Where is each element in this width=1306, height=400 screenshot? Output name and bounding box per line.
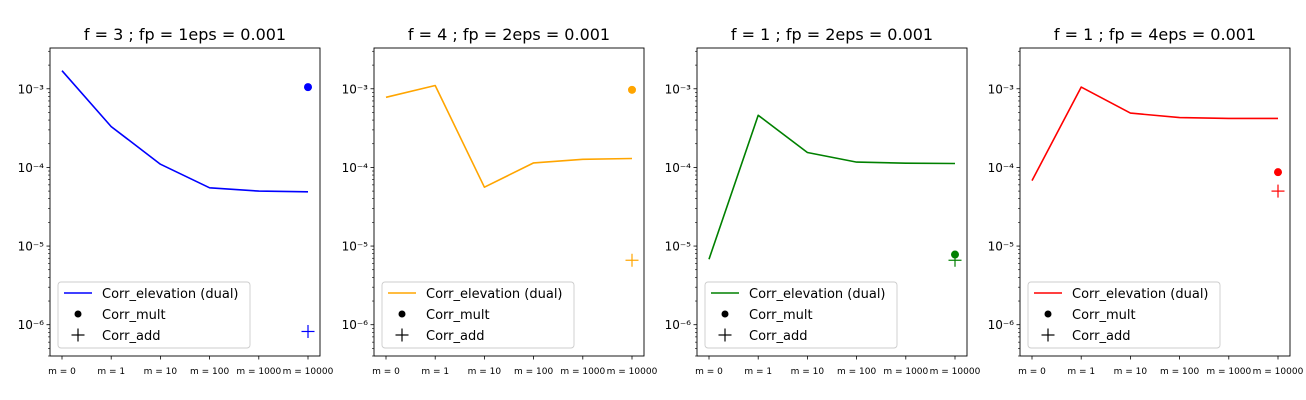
legend-label-line: Corr_elevation (dual)	[749, 287, 886, 302]
legend-mult-swatch	[398, 310, 406, 318]
legend: Corr_elevation (dual) Corr_mult Corr_add	[704, 281, 898, 349]
x-tick-label: m = 10000	[607, 367, 658, 377]
legend: Corr_elevation (dual) Corr_mult Corr_add	[381, 281, 575, 349]
y-tick-label: 10⁻³	[342, 82, 369, 96]
legend-box	[704, 281, 898, 349]
y-tick-label: 10⁻³	[18, 82, 45, 96]
y-tick-label: 10⁻⁴	[665, 161, 692, 175]
legend-box	[381, 281, 575, 349]
chart-title: f = 1 ; fp = 2eps = 0.001	[731, 25, 933, 44]
legend-mult-swatch	[74, 310, 82, 318]
x-tick-label: m = 1000	[883, 367, 928, 377]
legend-label-line: Corr_elevation (dual)	[426, 287, 563, 302]
y-tick-label: 10⁻⁴	[988, 161, 1015, 175]
x-tick-label: m = 100	[1160, 367, 1199, 377]
legend-label-add: Corr_add	[749, 329, 807, 344]
legend-label-add: Corr_add	[102, 329, 160, 344]
legend-label-add: Corr_add	[1072, 329, 1130, 344]
corr-add-point	[301, 324, 315, 338]
axes-frame	[1019, 47, 1291, 357]
axes-frame	[49, 47, 321, 357]
corr-add-point	[1271, 184, 1285, 198]
axes-frame	[373, 47, 645, 357]
chart-title: f = 4 ; fp = 2eps = 0.001	[408, 25, 610, 44]
x-tick-label: m = 0	[695, 367, 723, 377]
x-tick-label: m = 10	[1114, 367, 1148, 377]
corr-mult-point	[304, 83, 312, 92]
panel-1: f = 3 ; fp = 1eps = 0.001 10⁻³ 10⁻⁴ 10⁻⁵ 10⁻…	[18, 25, 334, 377]
panel-2: f = 4 ; fp = 2eps = 0.001 10⁻³ 10⁻⁴ 10⁻⁵ 10⁻…	[342, 25, 658, 377]
x-tick-label: m = 10000	[1253, 367, 1304, 377]
x-tick-label: m = 100	[190, 367, 229, 377]
chart-title: f = 1 ; fp = 4eps = 0.001	[1054, 25, 1256, 44]
legend-box	[57, 281, 251, 349]
x-tick-label: m = 1000	[560, 367, 605, 377]
x-tick-label: m = 10	[144, 367, 178, 377]
legend-label-mult: Corr_mult	[102, 308, 166, 323]
y-tick-label: 10⁻⁵	[18, 240, 45, 254]
x-tick-label: m = 0	[1018, 367, 1046, 377]
corr-add-point	[948, 253, 962, 267]
series-line	[385, 84, 633, 188]
x-tick-label: m = 10000	[283, 367, 334, 377]
chart-title: f = 3 ; fp = 1eps = 0.001	[84, 25, 286, 44]
legend-label-mult: Corr_mult	[1072, 308, 1136, 323]
y-tick-label: 10⁻⁶	[988, 318, 1015, 332]
x-tick-label: m = 1	[421, 367, 449, 377]
legend-label-mult: Corr_mult	[749, 308, 813, 323]
x-tick-label: m = 1000	[236, 367, 281, 377]
y-tick-label: 10⁻⁵	[665, 240, 692, 254]
y-tick-label: 10⁻⁵	[342, 240, 369, 254]
y-tick-label: 10⁻⁴	[18, 161, 45, 175]
x-tick-label: m = 1	[1067, 367, 1095, 377]
legend-mult-swatch	[1044, 310, 1052, 318]
legend-label-line: Corr_elevation (dual)	[102, 287, 239, 302]
x-tick-label: m = 10	[791, 367, 825, 377]
legend: Corr_elevation (dual) Corr_mult Corr_add	[57, 281, 251, 349]
y-tick-label: 10⁻³	[988, 82, 1015, 96]
legend: Corr_elevation (dual) Corr_mult Corr_add	[1027, 281, 1221, 349]
x-tick-label: m = 100	[837, 367, 876, 377]
series-line	[1031, 86, 1278, 181]
legend-label-add: Corr_add	[426, 329, 484, 344]
y-tick-label: 10⁻⁶	[18, 318, 45, 332]
x-tick-label: m = 10	[468, 367, 502, 377]
x-tick-label: m = 1000	[1206, 367, 1251, 377]
series-line	[708, 114, 956, 260]
corr-mult-point	[628, 85, 636, 94]
legend-label-line: Corr_elevation (dual)	[1072, 287, 1209, 302]
series-line	[61, 70, 309, 193]
y-tick-label: 10⁻⁴	[342, 161, 369, 175]
x-tick-label: m = 1	[97, 367, 125, 377]
legend-label-mult: Corr_mult	[426, 308, 490, 323]
panel-3: f = 1 ; fp = 2eps = 0.001 10⁻³ 10⁻⁴ 10⁻⁵ 10⁻…	[665, 25, 981, 377]
x-tick-label: m = 1	[744, 367, 772, 377]
x-tick-label: m = 0	[372, 367, 400, 377]
panel-4: f = 1 ; fp = 4eps = 0.001 10⁻³ 10⁻⁴ 10⁻⁵ 10⁻…	[988, 25, 1304, 377]
legend-box	[1027, 281, 1221, 349]
y-tick-label: 10⁻³	[665, 82, 692, 96]
y-tick-label: 10⁻⁵	[988, 240, 1015, 254]
y-tick-label: 10⁻⁶	[342, 318, 369, 332]
x-tick-label: m = 0	[48, 367, 76, 377]
corr-add-point	[625, 253, 639, 267]
x-tick-label: m = 10000	[930, 367, 981, 377]
legend-mult-swatch	[721, 310, 729, 318]
x-tick-label: m = 100	[514, 367, 553, 377]
y-tick-label: 10⁻⁶	[665, 318, 692, 332]
corr-mult-point	[1274, 168, 1282, 177]
axes-frame	[696, 47, 968, 357]
